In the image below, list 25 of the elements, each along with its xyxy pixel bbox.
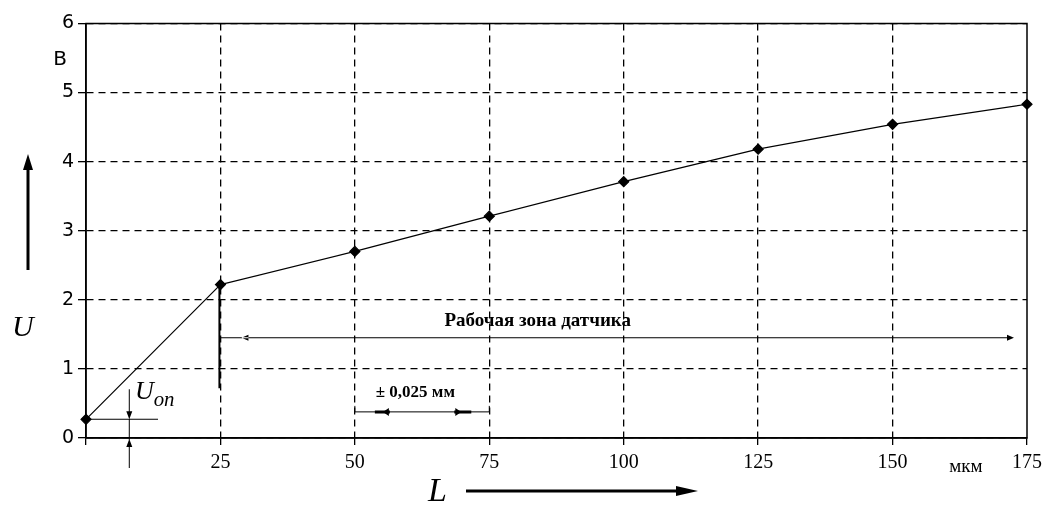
y-tick-label: 1	[61, 355, 74, 378]
y-tick-label: 0	[61, 424, 74, 447]
y-tick-label: 5	[61, 79, 74, 102]
x-tick-label: 175	[1012, 450, 1042, 473]
annotation: Рабочая зона датчика	[444, 309, 632, 331]
y-tick-label: 2	[61, 286, 74, 309]
text: мкм	[949, 455, 983, 476]
x-axis-title: L	[427, 471, 447, 508]
annotation: ± 0,025 мм	[375, 381, 456, 401]
y-tick-label: 4	[61, 148, 74, 171]
y-tick-label: 3	[61, 217, 74, 240]
x-tick-label: 125	[743, 450, 774, 473]
point	[483, 210, 495, 222]
x-tick-label: 25	[210, 450, 231, 473]
point	[618, 176, 630, 188]
y-tick-label: 6	[61, 10, 74, 33]
point	[752, 143, 764, 155]
x-tick-label: 50	[344, 450, 365, 473]
x-tick-label: 150	[877, 450, 908, 473]
x-tick-label: 75	[479, 450, 500, 473]
x-tick-label: 100	[608, 450, 639, 473]
text: B	[53, 46, 67, 71]
point	[349, 245, 361, 258]
point	[886, 118, 899, 130]
y-axis-title: U	[12, 309, 36, 342]
